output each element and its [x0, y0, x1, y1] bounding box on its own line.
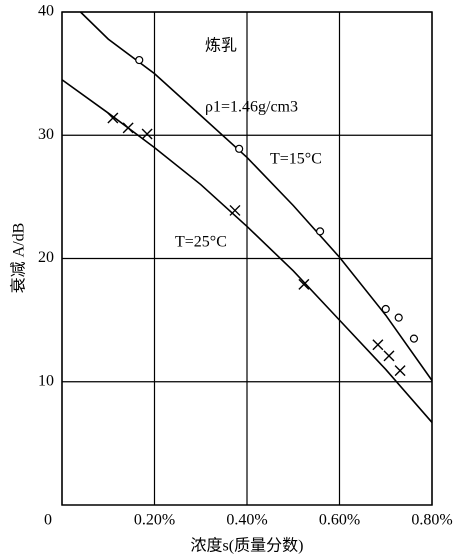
data-point [107, 112, 119, 124]
data-point [381, 304, 390, 314]
data-point [383, 350, 395, 362]
data-point [135, 55, 144, 65]
x-tick-label: 0.40% [226, 512, 267, 529]
data-point [122, 122, 134, 134]
data-point [298, 278, 310, 290]
series-label: T=15°C [270, 151, 322, 168]
data-point [315, 227, 325, 236]
data-point [141, 128, 153, 140]
x-tick-label: 0.60% [319, 512, 360, 529]
data-point [394, 313, 403, 322]
data-point [409, 334, 419, 343]
fit-curve [79, 11, 433, 381]
annotation: 炼乳 [205, 37, 237, 55]
y-tick-label: 10 [38, 372, 54, 389]
x-tick-label: 0.80% [411, 512, 452, 529]
fit-curve [61, 79, 433, 423]
y-tick-label: 20 [38, 249, 54, 266]
data-point [394, 365, 406, 377]
y-tick-label: 40 [38, 3, 54, 20]
data-point [229, 204, 241, 216]
data-point [235, 144, 244, 153]
y-axis-label: 衰减 A/dB [10, 223, 28, 294]
data-point [372, 339, 384, 351]
annotation: ρ1=1.46g/cm3 [205, 99, 298, 116]
x-tick-label: 0.20% [134, 512, 175, 529]
y-tick-label: 30 [38, 126, 54, 143]
x-axis-label: 浓度s(质量分数) [191, 537, 304, 555]
series-label: T=25°C [175, 234, 227, 251]
x-tick-label: 0 [44, 512, 52, 529]
